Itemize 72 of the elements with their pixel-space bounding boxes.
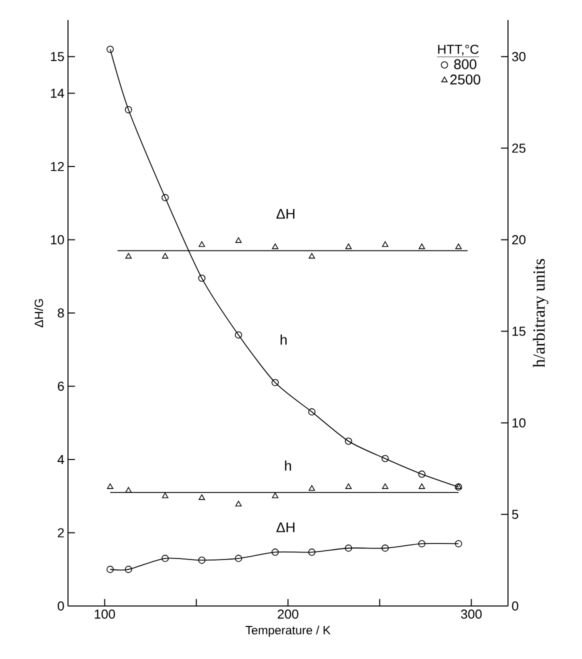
annotation: ΔH [276, 522, 294, 532]
point [308, 485, 316, 491]
point [382, 483, 388, 489]
point [382, 241, 388, 247]
y2-tick-label: 20 [512, 235, 526, 244]
point [308, 548, 316, 556]
annotation: h [280, 334, 287, 345]
y-tick-label: 14 [50, 88, 64, 98]
point [162, 252, 168, 259]
point [235, 237, 242, 243]
point [106, 46, 114, 53]
point [345, 243, 352, 250]
y2-tick-label: 25 [512, 144, 526, 153]
point [455, 483, 462, 489]
point [455, 243, 462, 250]
legend-label: 2500 [450, 74, 480, 84]
point [454, 483, 462, 491]
x-tick-label: 100 [94, 610, 116, 619]
point [124, 566, 132, 573]
point [418, 483, 426, 489]
annotation: h [285, 460, 291, 471]
point [454, 540, 462, 548]
point [235, 500, 242, 506]
point [418, 243, 426, 250]
point [382, 454, 389, 462]
point [418, 470, 426, 478]
x-tick-label: 200 [278, 610, 298, 619]
point [162, 492, 168, 498]
point [382, 544, 389, 552]
y-tick-label: 6 [58, 382, 64, 391]
y-tick-label: 15 [50, 52, 64, 62]
point [162, 194, 169, 202]
y-tick-label: 2 [58, 528, 64, 538]
point [162, 554, 169, 562]
point [272, 378, 279, 386]
point [344, 438, 352, 445]
point [125, 487, 132, 493]
point [234, 554, 242, 562]
point [198, 494, 206, 500]
y2-axis-title: h/arbitrary units [532, 259, 548, 368]
y2-tick-label: 5 [512, 510, 518, 519]
point [198, 274, 206, 282]
point [344, 544, 352, 552]
y2-tick-label: 30 [512, 52, 526, 62]
x-axis-title: Temperature / K [246, 626, 331, 637]
y-tick-label: 8 [58, 308, 64, 318]
y-tick-label: 4 [58, 455, 64, 464]
point [234, 331, 242, 339]
y-axis-title: ΔH/G [34, 299, 44, 328]
point [125, 252, 132, 259]
point [345, 483, 352, 489]
point [124, 106, 132, 114]
y-tick-label: 12 [50, 162, 64, 172]
y-tick-label: 10 [50, 235, 64, 244]
legend-label: 800 [454, 59, 476, 70]
point [272, 548, 279, 556]
point [272, 492, 278, 498]
y2-tick-label: 10 [512, 418, 526, 428]
point [198, 241, 206, 247]
y-tick-label: 0 [58, 601, 64, 611]
annotation: ΔH [276, 209, 294, 219]
y2-tick-label: 15 [512, 326, 526, 336]
point [308, 252, 316, 259]
point [308, 408, 316, 416]
point [106, 566, 114, 573]
legend-title: HTT,°C [438, 44, 479, 56]
y2-tick-label: 0 [512, 601, 518, 611]
point [106, 483, 114, 489]
point [272, 243, 278, 250]
point [418, 540, 426, 548]
x-tick-label: 300 [460, 610, 482, 619]
point [198, 556, 206, 564]
